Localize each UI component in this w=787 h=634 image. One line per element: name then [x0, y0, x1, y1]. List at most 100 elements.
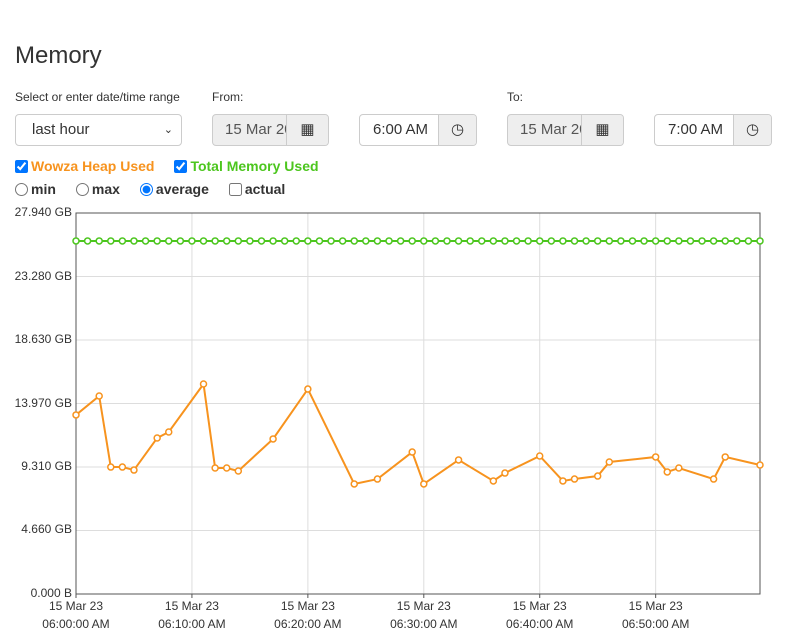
data-point	[733, 237, 741, 245]
data-point	[744, 237, 753, 245]
data-point	[605, 237, 614, 245]
data-point	[431, 237, 440, 245]
data-point	[466, 237, 474, 245]
data-point	[257, 237, 266, 245]
data-point	[628, 237, 637, 245]
from-time[interactable]: 6:00 AM ◷	[359, 114, 477, 146]
plot-frame	[75, 212, 761, 595]
from-date-value: 15 Mar 2023	[225, 121, 287, 138]
to-time-value: 7:00 AM	[668, 121, 724, 138]
actual-label: actual	[244, 181, 286, 197]
data-point	[222, 237, 231, 245]
y-tick-label: 0.000 B	[30, 586, 72, 600]
data-point	[269, 237, 277, 245]
data-point	[350, 237, 358, 245]
data-point	[118, 463, 127, 471]
data-point	[570, 475, 579, 483]
data-point	[420, 237, 428, 245]
dropdown-caret: ⌄	[163, 124, 173, 136]
data-point	[118, 237, 127, 245]
data-point	[420, 480, 428, 488]
data-point	[385, 237, 393, 245]
data-point	[211, 464, 219, 472]
to-label: To:	[507, 90, 524, 104]
data-point	[478, 237, 486, 245]
data-point	[95, 392, 103, 400]
range-value: last hour	[32, 121, 90, 138]
data-point	[373, 475, 382, 483]
clock-button[interactable]: ◷	[438, 115, 476, 145]
legend-label: Wowza Heap Used	[31, 158, 155, 174]
data-point	[153, 434, 161, 442]
data-point	[95, 237, 103, 245]
series-toggles: Wowza Heap Used Total Memory Used	[15, 158, 319, 174]
range-select[interactable]: last hour ⌄	[15, 114, 182, 146]
data-point	[72, 237, 80, 245]
data-point	[547, 237, 556, 245]
y-tick-label: 18.630 GB	[14, 331, 72, 346]
aggregation-label: min	[31, 181, 56, 197]
series-checkbox[interactable]	[174, 159, 188, 173]
aggregation-options: min max average actual	[15, 181, 285, 197]
data-point	[176, 237, 185, 245]
aggregation-radio[interactable]	[75, 182, 89, 196]
data-point	[234, 237, 243, 245]
data-point	[107, 237, 115, 245]
data-point	[454, 456, 463, 464]
data-point	[721, 453, 729, 461]
from-date[interactable]: 15 Mar 2023▦	[212, 114, 329, 146]
data-point	[211, 237, 219, 245]
data-point	[535, 237, 544, 245]
y-tick-label: 27.940 GB	[14, 205, 72, 219]
data-point	[164, 237, 173, 245]
series-checkbox[interactable]	[15, 159, 28, 173]
data-point	[709, 475, 718, 483]
clock-button[interactable]: ◷	[733, 115, 771, 145]
aggregation-option: min	[15, 181, 56, 197]
calendar-button[interactable]: ▦	[286, 115, 328, 145]
data-point	[304, 237, 312, 245]
to-date-value: 15 Mar 2023	[520, 121, 582, 138]
data-point	[651, 237, 660, 245]
aggregation-radio[interactable]	[139, 182, 153, 196]
data-point	[721, 237, 729, 245]
data-point	[153, 237, 161, 245]
data-point	[280, 237, 289, 245]
aggregation-radio[interactable]	[15, 182, 28, 196]
data-point	[489, 477, 498, 485]
data-point	[593, 237, 602, 245]
data-point	[651, 453, 660, 461]
y-tick-label: 13.970 GB	[14, 395, 72, 410]
x-tick-label: 15 Mar 23 06:40:00 AM	[506, 599, 574, 631]
data-point	[408, 237, 416, 245]
data-point	[130, 237, 138, 245]
actual-checkbox[interactable]	[228, 182, 242, 196]
y-tick-label: 4.660 GB	[21, 522, 72, 537]
aggregation-label: max	[91, 181, 120, 197]
data-point	[199, 237, 208, 245]
data-point	[292, 237, 301, 245]
x-tick-label: 15 Mar 23 06:10:00 AM	[158, 599, 226, 631]
data-point	[246, 237, 254, 245]
legend-entry: Total Memory Used	[174, 158, 319, 174]
to-time[interactable]: 7:00 AM ◷	[654, 114, 772, 146]
aggregation-option: max	[75, 181, 120, 197]
data-point	[709, 237, 718, 245]
to-date[interactable]: 15 Mar 2023▦	[507, 114, 624, 146]
data-point	[756, 237, 764, 245]
data-point	[350, 480, 358, 488]
data-point	[663, 237, 672, 245]
data-point	[315, 237, 324, 245]
data-point	[338, 237, 347, 245]
data-point	[199, 380, 208, 388]
data-point	[443, 237, 451, 245]
aggregation-option: average	[139, 181, 209, 197]
data-point	[559, 237, 567, 245]
from-label: From:	[212, 90, 244, 104]
data-point	[396, 237, 405, 245]
calendar-button[interactable]: ▦	[581, 115, 623, 145]
y-tick-label: 23.280 GB	[14, 268, 72, 283]
data-point	[675, 237, 683, 245]
